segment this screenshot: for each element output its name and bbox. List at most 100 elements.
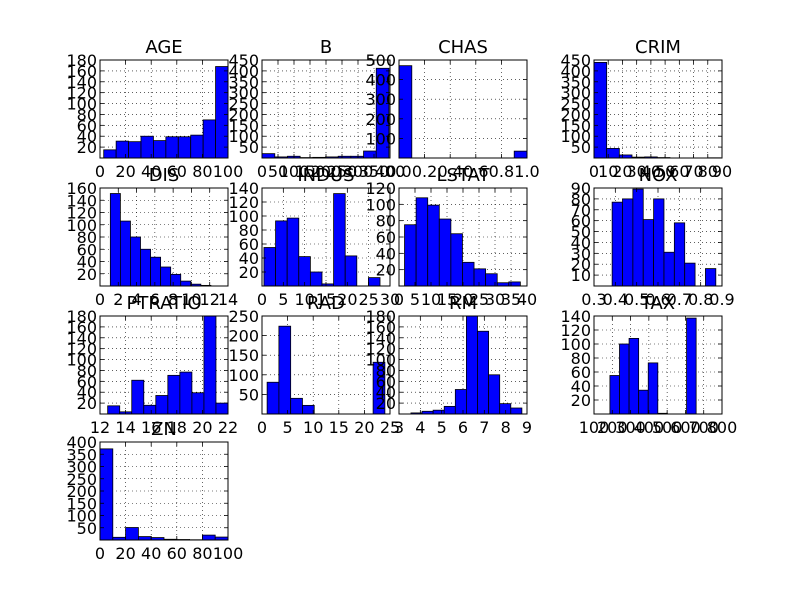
y-tick-label: 400 (560, 62, 591, 81)
y-tick-label: 120 (66, 84, 97, 103)
grid-lines (99, 441, 229, 540)
x-tick-label: 5 (437, 418, 447, 437)
histogram-bar (705, 268, 717, 287)
y-tick-label: 200 (365, 110, 396, 129)
x-tick-label: 40 (641, 162, 661, 181)
histogram-bar (473, 268, 487, 287)
histogram-bar (344, 255, 358, 287)
y-tick-label: 50 (239, 138, 259, 157)
histogram-bar (508, 281, 521, 287)
histogram-bar (686, 317, 697, 415)
histogram-bar (309, 271, 323, 287)
y-tick-label: 50 (571, 138, 591, 157)
y-tick-label: 100 (66, 351, 97, 370)
subplot-title: ZN (151, 419, 177, 440)
y-tick-label: 150 (560, 116, 591, 135)
y-tick-label: 200 (66, 482, 97, 501)
x-tick-label: 7 (479, 418, 489, 437)
x-tick-label: 5 (410, 290, 420, 309)
x-tick-label: 0.6 (645, 290, 670, 309)
x-tick-label: 0.0 (386, 162, 411, 181)
y-tick-label: 140 (365, 329, 396, 348)
x-tick-label: 150 (295, 162, 326, 181)
x-tick-label: 0 (95, 544, 105, 563)
y-tick-label: 60 (77, 116, 97, 135)
y-tick-label: 500 (365, 51, 396, 70)
x-tick-label: 12 (90, 418, 110, 437)
x-tick-label: 200 (597, 418, 628, 437)
x-tick-label: 800 (707, 418, 738, 437)
y-tick-label: 200 (228, 105, 259, 124)
x-tick-label: 4 (415, 418, 425, 437)
y-tick-label: 20 (77, 138, 97, 157)
y-tick-label: 60 (77, 372, 97, 391)
x-tick-label: 10 (294, 290, 314, 309)
y-tick-label: 100 (560, 335, 591, 354)
x-tick-label: 5 (283, 418, 293, 437)
x-tick-label: 40 (141, 544, 161, 563)
y-tick-label: 80 (77, 105, 97, 124)
y-tick-label: 20 (571, 391, 591, 410)
histogram-bar (286, 217, 300, 287)
y-tick-label: 80 (376, 212, 396, 231)
axes-frame (593, 59, 723, 159)
histogram-bar (663, 251, 675, 287)
y-tick-label: 20 (77, 394, 97, 413)
x-tick-label: 5 (278, 290, 288, 309)
y-tick-label: 60 (571, 363, 591, 382)
histogram-bar (404, 224, 417, 287)
histogram-bar (167, 374, 181, 415)
histogram-bar (109, 193, 121, 287)
subplot-b: 0 501001502002503003504005010015020025030… (228, 37, 405, 181)
histogram-bar (99, 448, 114, 541)
x-tick-label: 18 (167, 418, 187, 437)
grid-lines (398, 59, 528, 158)
histogram-bar (131, 379, 145, 415)
histogram-bar (275, 220, 288, 287)
grid-lines (593, 59, 723, 158)
x-tick-label: 9 (522, 418, 532, 437)
x-tick-label: 80 (192, 162, 212, 181)
x-tick-label: 50 (268, 162, 288, 181)
subplot-title: CHAS (438, 37, 488, 58)
y-tick-label: 160 (66, 179, 97, 198)
y-tick-label: 80 (571, 349, 591, 368)
x-tick-label: 0 (257, 162, 267, 181)
y-tick-label: 250 (228, 307, 259, 326)
y-tick-label: 30 (571, 244, 591, 263)
x-tick-label: 2 (113, 290, 123, 309)
x-tick-label: 25 (469, 290, 489, 309)
x-tick-label: 15 (329, 418, 349, 437)
x-tick-label: 60 (167, 162, 187, 181)
histogram-bar (450, 233, 463, 287)
x-tick-label: 22 (218, 418, 238, 437)
axes-frame (99, 59, 229, 159)
y-tick-label: 60 (77, 240, 97, 259)
x-tick-label: 0 (257, 290, 267, 309)
y-tick-label: 100 (66, 216, 97, 235)
histogram-bar (333, 193, 346, 287)
y-tick-label: 80 (571, 190, 591, 209)
histogram-bar (632, 188, 644, 287)
histogram-bar (684, 262, 696, 287)
y-tick-label: 400 (365, 71, 396, 90)
y-tick-label: 40 (77, 253, 97, 272)
subplot-title: AGE (145, 37, 182, 58)
y-tick-label: 400 (228, 62, 259, 81)
x-tick-label: 600 (670, 418, 701, 437)
y-tick-label: 200 (228, 327, 259, 346)
x-tick-label: 0 (257, 418, 267, 437)
y-tick-label: 180 (66, 51, 97, 70)
histogram-bar (119, 220, 131, 287)
y-tick-label: 140 (66, 191, 97, 210)
axes-frame (261, 315, 391, 415)
x-tick-label: 10 (598, 162, 618, 181)
y-tick-label: 40 (376, 383, 396, 402)
histogram-bar (462, 261, 475, 287)
subplot-crim: 0102030405060708090501001502002503003504… (560, 37, 732, 181)
x-tick-label: 30 (380, 290, 400, 309)
